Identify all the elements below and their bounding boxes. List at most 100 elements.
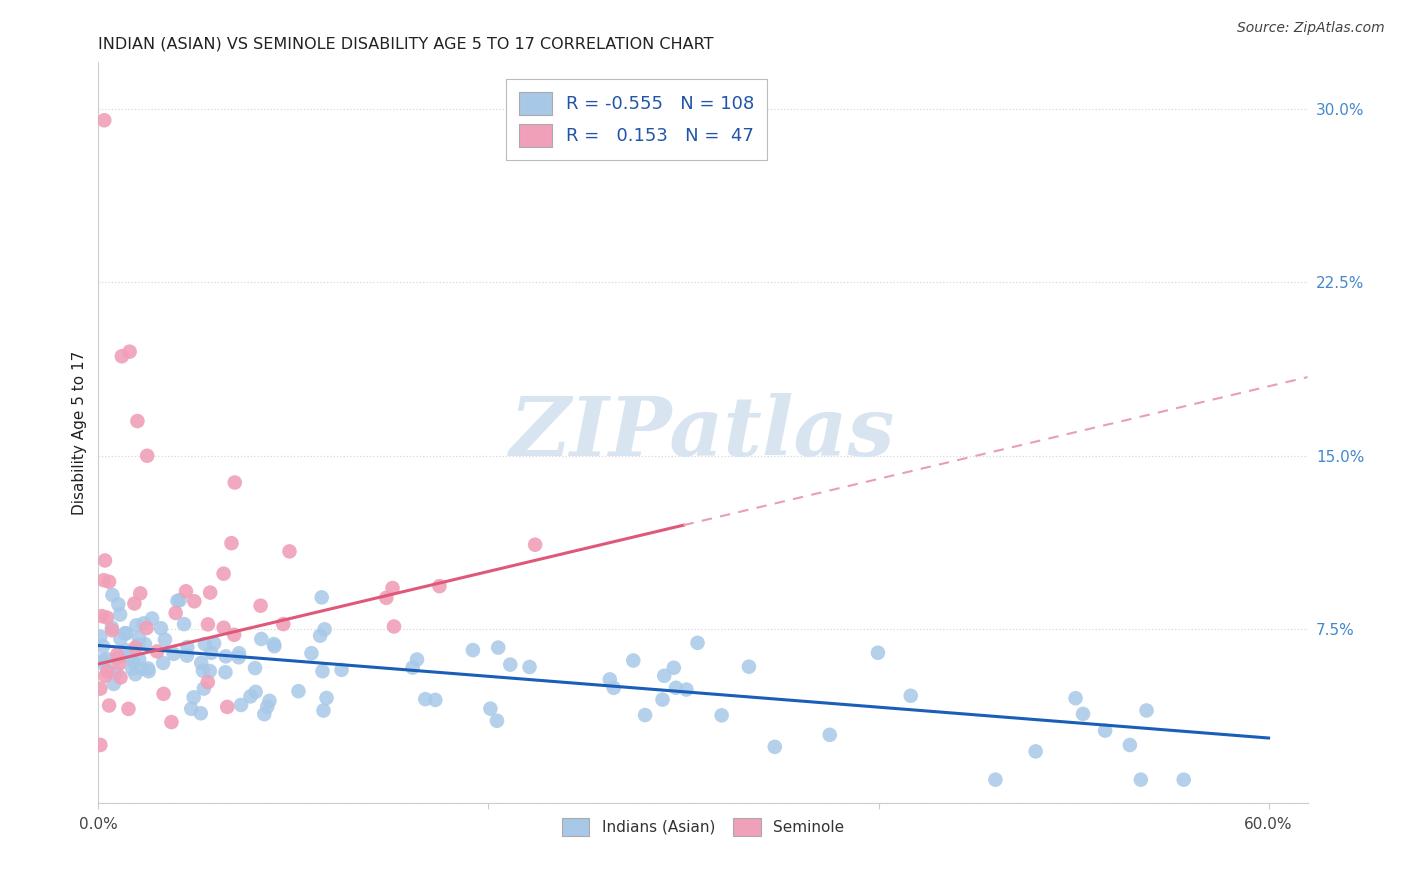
Point xyxy=(174,584,197,599)
Point xyxy=(250,632,273,646)
Point xyxy=(166,594,188,608)
Point xyxy=(519,660,541,674)
Point xyxy=(131,662,153,676)
Point xyxy=(271,617,294,632)
Point xyxy=(146,644,169,658)
Point xyxy=(103,677,125,691)
Point xyxy=(315,690,337,705)
Point xyxy=(114,643,136,657)
Point xyxy=(198,585,221,599)
Point xyxy=(413,692,436,706)
Point xyxy=(738,659,761,673)
Point xyxy=(710,708,733,723)
Point xyxy=(278,544,301,558)
Point xyxy=(375,591,398,605)
Point xyxy=(228,646,250,660)
Point xyxy=(96,610,118,624)
Point xyxy=(149,621,172,635)
Point xyxy=(115,626,138,640)
Point xyxy=(197,617,219,632)
Point xyxy=(224,628,246,642)
Point xyxy=(1094,723,1116,738)
Point xyxy=(176,648,198,663)
Point xyxy=(89,681,111,696)
Point xyxy=(117,702,139,716)
Point xyxy=(101,624,124,638)
Point xyxy=(138,665,160,679)
Point xyxy=(818,728,841,742)
Point xyxy=(200,646,222,660)
Point xyxy=(984,772,1007,787)
Point xyxy=(249,599,271,613)
Point xyxy=(259,694,281,708)
Point xyxy=(105,651,128,665)
Text: INDIAN (ASIAN) VS SEMINOLE DISABILITY AGE 5 TO 17 CORRELATION CHART: INDIAN (ASIAN) VS SEMINOLE DISABILITY AG… xyxy=(98,37,714,52)
Text: Source: ZipAtlas.com: Source: ZipAtlas.com xyxy=(1237,21,1385,35)
Point xyxy=(124,597,146,611)
Point xyxy=(183,690,205,705)
Point xyxy=(127,414,149,428)
Point xyxy=(127,638,149,652)
Point xyxy=(599,673,621,687)
Point xyxy=(141,611,163,625)
Point xyxy=(105,666,128,681)
Point xyxy=(499,657,522,672)
Point xyxy=(651,692,673,706)
Point xyxy=(485,714,508,728)
Point xyxy=(129,586,152,600)
Point xyxy=(198,664,221,678)
Point xyxy=(124,667,146,681)
Point xyxy=(93,113,115,128)
Point xyxy=(110,671,132,685)
Legend: Indians (Asian), Seminole: Indians (Asian), Seminole xyxy=(554,810,852,843)
Point xyxy=(763,739,786,754)
Point xyxy=(382,619,405,633)
Point xyxy=(94,669,117,683)
Point xyxy=(603,681,626,695)
Point xyxy=(253,707,276,722)
Point xyxy=(180,702,202,716)
Point xyxy=(263,637,285,651)
Point xyxy=(621,653,644,667)
Point xyxy=(309,629,332,643)
Point xyxy=(287,684,309,698)
Point xyxy=(121,662,143,676)
Point xyxy=(311,665,333,679)
Point xyxy=(665,681,688,695)
Point xyxy=(183,594,205,608)
Point xyxy=(105,648,128,662)
Point xyxy=(101,620,124,634)
Point xyxy=(96,664,118,678)
Point xyxy=(215,649,238,664)
Point xyxy=(486,640,509,655)
Point xyxy=(214,665,236,680)
Point xyxy=(191,664,214,678)
Point xyxy=(153,632,176,647)
Point xyxy=(110,632,132,646)
Point xyxy=(136,661,159,675)
Point xyxy=(90,609,112,624)
Point xyxy=(239,690,262,704)
Point xyxy=(330,663,353,677)
Point xyxy=(190,656,212,670)
Point xyxy=(98,574,121,589)
Point xyxy=(197,675,219,690)
Point xyxy=(101,588,124,602)
Y-axis label: Disability Age 5 to 17: Disability Age 5 to 17 xyxy=(72,351,87,515)
Point xyxy=(132,616,155,631)
Point xyxy=(1064,691,1087,706)
Point xyxy=(173,617,195,632)
Point xyxy=(900,689,922,703)
Point xyxy=(96,652,118,666)
Point xyxy=(1129,772,1152,787)
Point xyxy=(406,652,429,666)
Point xyxy=(212,621,235,635)
Point xyxy=(169,593,191,607)
Point xyxy=(212,566,235,581)
Point xyxy=(425,693,447,707)
Point xyxy=(98,698,121,713)
Point xyxy=(634,708,657,723)
Point xyxy=(122,656,145,670)
Point xyxy=(190,706,212,721)
Point xyxy=(118,344,141,359)
